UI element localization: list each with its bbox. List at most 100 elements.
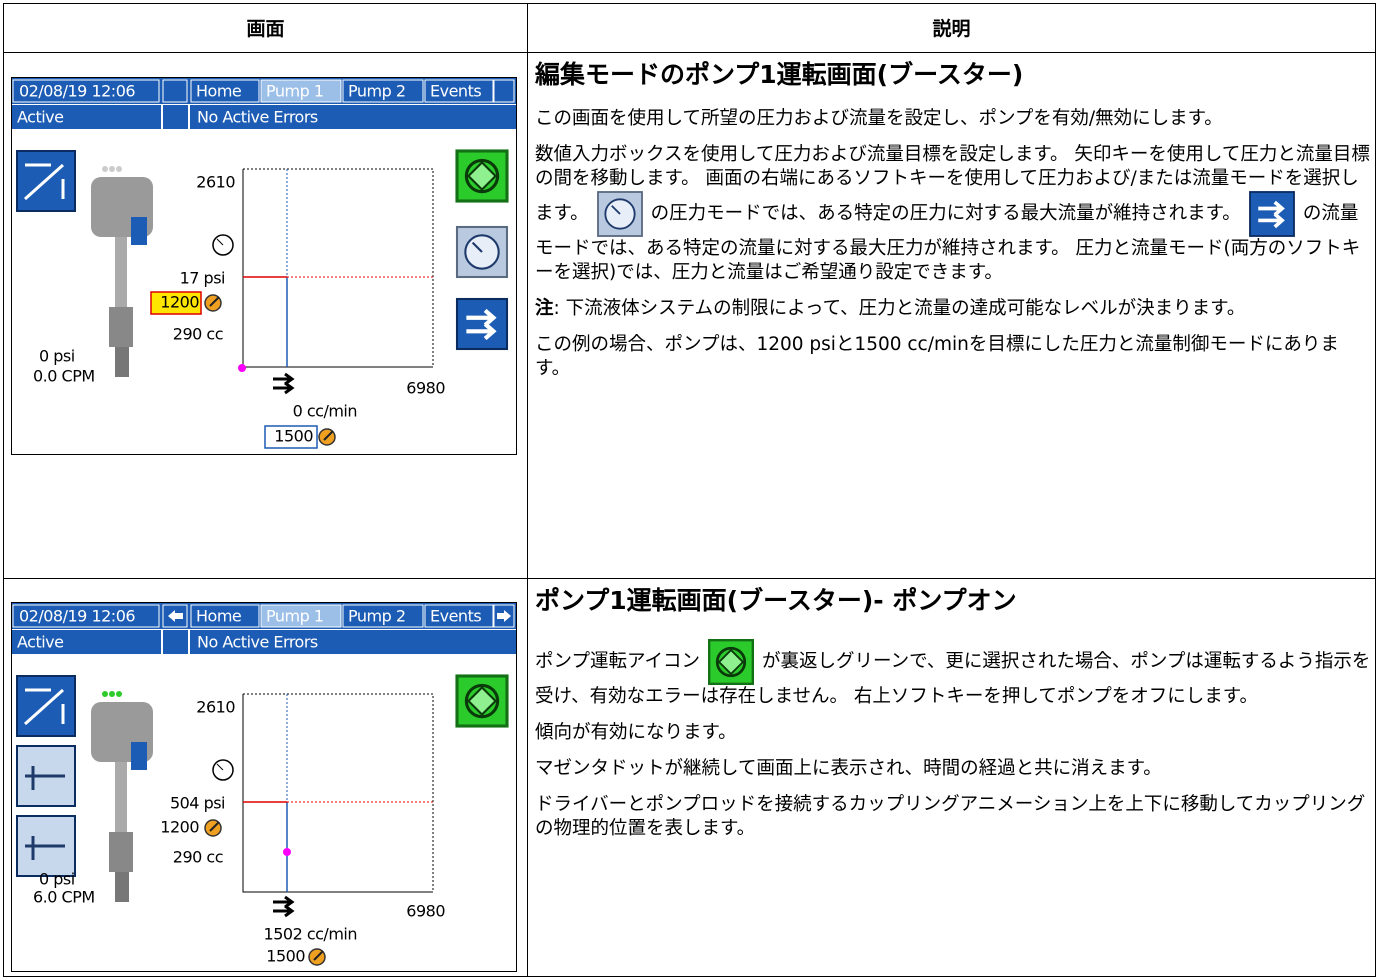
errors: No Active Errors bbox=[197, 108, 318, 127]
target-box bbox=[150, 291, 202, 315]
text: この例の場合、ポンプは、1200 psiと1500 cc/minを目標にした圧力… bbox=[535, 334, 1339, 379]
pressure-target[interactable]: 1200 bbox=[160, 293, 200, 312]
text: 数値入力ボックスを使用して圧力および流量目標を設定します。 矢印キーを使用して圧… bbox=[535, 144, 1370, 224]
tab[interactable] bbox=[260, 604, 342, 628]
paragraph: 注: 下流液体システムの制限によって、圧力と流量の達成可能なレベルが決まります。 bbox=[535, 297, 1373, 321]
status-bar bbox=[12, 105, 516, 129]
icon-ring bbox=[715, 646, 747, 678]
table-border bbox=[3, 3, 1376, 4]
pressure-max: 2610 bbox=[196, 698, 235, 717]
pump-lower bbox=[109, 832, 133, 872]
row-divider bbox=[3, 578, 1376, 579]
nav-box[interactable] bbox=[162, 79, 188, 103]
flow-mode-icon[interactable] bbox=[455, 297, 509, 351]
pump-run-icon[interactable] bbox=[455, 674, 509, 728]
tab[interactable] bbox=[424, 79, 494, 103]
text: マゼンタドットが継続して画面上に表示され、時間の経過と共に消えます。 bbox=[535, 758, 1162, 779]
cycle-rate: 6.0 CPM bbox=[33, 888, 95, 907]
screen-frame bbox=[11, 602, 517, 972]
tab[interactable] bbox=[190, 604, 260, 628]
pump-screen: 02/08/19 12:06 Home Pump 1 Pump 2 Events Acti… bbox=[11, 77, 517, 455]
column-header: 説明 bbox=[932, 18, 971, 40]
text: ドライバーとポンプロッドを接続するカップリングアニメーション上を上下に移動してカ… bbox=[535, 794, 1366, 839]
datetime-box bbox=[12, 604, 160, 628]
tab[interactable] bbox=[342, 604, 424, 628]
gauge-needle bbox=[216, 238, 224, 246]
paragraph: 数値入力ボックスを使用して圧力および流量目標を設定します。 矢印キーを使用して圧… bbox=[535, 143, 1373, 285]
text: 注 bbox=[535, 298, 554, 319]
flow: 1502 cc/min bbox=[264, 925, 357, 944]
paragraph: マゼンタドットが継続して画面上に表示され、時間の経過と共に消えます。 bbox=[535, 757, 1373, 781]
column-divider bbox=[527, 3, 528, 977]
screen-frame bbox=[11, 77, 517, 455]
led bbox=[109, 691, 115, 697]
flow-target: 1500 bbox=[266, 947, 305, 966]
row-divider bbox=[3, 52, 1376, 53]
target-arrow bbox=[323, 430, 334, 441]
flow-symbol bbox=[273, 372, 295, 395]
tab-label[interactable]: Home bbox=[196, 82, 242, 101]
paragraph: この例の場合、ポンプは、1200 psiと1500 cc/minを目標にした圧力… bbox=[535, 333, 1373, 381]
tab-label[interactable]: Home bbox=[196, 607, 242, 626]
pump-label bbox=[131, 217, 147, 245]
tab-label[interactable]: Pump 2 bbox=[348, 607, 406, 626]
flow-target[interactable]: 1500 bbox=[274, 427, 314, 446]
status-sep bbox=[188, 630, 190, 654]
pump-label bbox=[131, 742, 147, 770]
description: 編集モードのポンプ1運転画面(ブースター) この画面を使用して所望の圧力および流量… bbox=[535, 55, 1373, 393]
led bbox=[109, 166, 115, 172]
tab-label[interactable]: Events bbox=[430, 607, 482, 626]
led bbox=[102, 166, 108, 172]
pressure-max: 2610 bbox=[196, 173, 235, 192]
graph-axes bbox=[242, 694, 433, 893]
status: Active bbox=[17, 633, 64, 652]
volume: 290 cc bbox=[173, 848, 223, 867]
paragraph: 傾向が有効になります。 bbox=[535, 721, 1373, 745]
pump-lower bbox=[109, 307, 133, 347]
table-border bbox=[1375, 3, 1376, 977]
inline-icon bbox=[708, 639, 755, 685]
pump-run-icon bbox=[708, 639, 755, 685]
status-sep bbox=[188, 105, 190, 129]
volume: 290 cc bbox=[173, 325, 223, 344]
pump-run-icon[interactable] bbox=[455, 149, 509, 203]
text: が裏返しグリーンで、更に選択された場合、ポンプは運転するよう指示を受け、有効なエ… bbox=[535, 651, 1371, 707]
soft-key[interactable] bbox=[16, 150, 76, 212]
magenta-dot bbox=[238, 364, 246, 372]
datetime: 02/08/19 12:06 bbox=[19, 607, 135, 626]
flow-symbol bbox=[273, 895, 295, 918]
icon-diamond bbox=[466, 160, 498, 192]
graph-limits bbox=[243, 168, 434, 367]
tab[interactable] bbox=[342, 79, 424, 103]
status: Active bbox=[17, 108, 64, 127]
icon-bg bbox=[455, 297, 509, 351]
tab[interactable] bbox=[260, 79, 342, 103]
text: の圧力モードでは、ある特定の圧力に対する最大流量が維持されます。 bbox=[650, 203, 1241, 224]
tab-label[interactable]: Pump 1 bbox=[266, 82, 324, 101]
tab-label[interactable]: Pump 2 bbox=[348, 82, 406, 101]
icon-arrows bbox=[466, 308, 497, 341]
nav-left-arrow bbox=[168, 610, 183, 622]
pump-inlet bbox=[115, 347, 129, 377]
tab[interactable] bbox=[190, 79, 260, 103]
graph-limits bbox=[243, 693, 434, 892]
target-box bbox=[264, 425, 318, 449]
paragraph: ポンプ運転アイコン が裏返しグリーンで、更に選択された場合、ポンプは運転するよう指… bbox=[535, 639, 1373, 709]
tab[interactable] bbox=[424, 604, 494, 628]
icon-ring bbox=[464, 683, 500, 719]
table-border bbox=[3, 3, 4, 977]
nav-right-arrow bbox=[497, 610, 511, 622]
magenta-dot bbox=[283, 848, 291, 856]
tab-label[interactable]: Pump 1 bbox=[266, 607, 324, 626]
nav-box[interactable] bbox=[493, 79, 515, 103]
status-bar bbox=[12, 630, 516, 654]
icon-arrows bbox=[1258, 200, 1285, 229]
pressure-mode-icon[interactable] bbox=[455, 225, 509, 279]
pressure: 17 psi bbox=[180, 269, 225, 288]
led bbox=[116, 691, 122, 697]
led bbox=[102, 691, 108, 697]
tab-label[interactable]: Events bbox=[430, 82, 482, 101]
inline-icon bbox=[596, 191, 643, 237]
icon-needle bbox=[610, 205, 621, 215]
